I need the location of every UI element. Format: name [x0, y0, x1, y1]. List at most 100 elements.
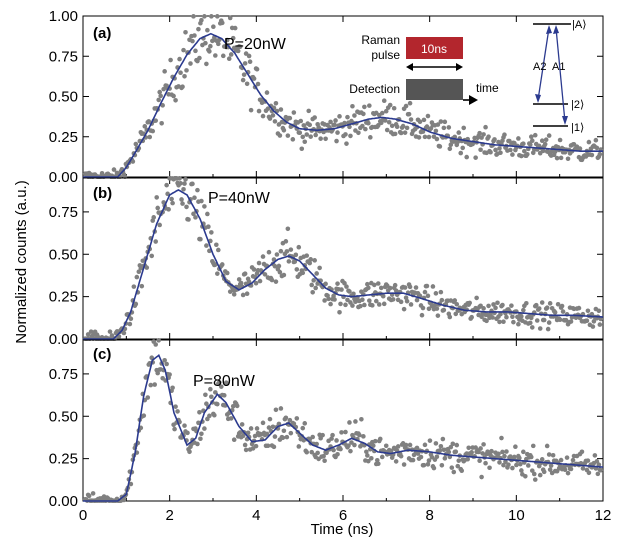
transition-A2-label: A2: [533, 61, 546, 73]
data-point: [164, 361, 169, 367]
data-point: [171, 93, 176, 99]
data-point: [518, 461, 523, 467]
data-point: [139, 283, 145, 289]
data-point: [598, 467, 604, 473]
data-point: [342, 280, 347, 286]
data-point: [198, 236, 203, 242]
data-point: [155, 370, 160, 376]
data-point: [487, 465, 492, 471]
y-tick-label: 0.25: [49, 451, 78, 468]
data-point: [435, 122, 441, 127]
data-point: [332, 122, 337, 128]
data-point: [273, 100, 279, 106]
data-point: [215, 14, 220, 19]
data-point: [134, 274, 140, 280]
data-point: [414, 297, 420, 303]
data-point: [508, 147, 513, 153]
data-point: [270, 113, 276, 118]
data-point: [339, 287, 344, 292]
data-point: [296, 444, 302, 449]
data-point: [196, 420, 201, 426]
raman-label-line1: Raman: [361, 33, 400, 47]
data-point: [285, 133, 291, 138]
data-point: [196, 26, 201, 32]
data-point: [426, 458, 432, 463]
data-point: [205, 27, 210, 33]
data-point: [447, 314, 453, 320]
data-point: [254, 66, 260, 72]
data-point: [153, 118, 159, 123]
data-point: [434, 454, 440, 460]
data-point: [532, 132, 538, 138]
data-point: [417, 119, 423, 125]
data-point: [195, 441, 200, 447]
data-point: [245, 430, 251, 436]
data-point: [434, 306, 440, 311]
data-point: [241, 72, 247, 77]
data-point: [455, 139, 461, 145]
data-point: [224, 270, 230, 276]
data-point: [204, 243, 209, 248]
data-point: [277, 133, 283, 138]
data-point: [191, 211, 196, 217]
data-point: [589, 311, 595, 317]
data-point: [281, 127, 287, 133]
data-point: [453, 311, 459, 317]
data-point: [375, 461, 381, 467]
data-point: [206, 224, 211, 229]
data-point: [509, 303, 514, 308]
data-point: [512, 140, 517, 146]
data-point: [525, 151, 530, 157]
data-point: [337, 309, 342, 315]
data-point: [141, 413, 147, 418]
data-point: [271, 444, 277, 450]
data-point: [528, 134, 534, 140]
data-point: [467, 300, 472, 306]
data-point: [529, 468, 535, 473]
data-point: [304, 449, 310, 455]
data-point: [555, 301, 561, 307]
data-point: [547, 467, 553, 472]
data-point: [240, 77, 246, 83]
data-point: [379, 110, 385, 116]
data-point: [376, 302, 382, 307]
data-point: [152, 382, 158, 387]
data-point: [252, 433, 258, 439]
data-point: [202, 204, 207, 209]
data-point: [278, 107, 284, 112]
data-point: [550, 452, 556, 458]
data-point: [307, 260, 313, 266]
data-point: [448, 142, 454, 147]
data-point: [231, 292, 237, 297]
data-point: [153, 342, 159, 347]
x-tick-label: 4: [252, 507, 260, 524]
data-point: [451, 469, 457, 475]
data-point: [193, 215, 198, 220]
transition-A1-head-bottom: [562, 116, 568, 125]
data-point: [329, 436, 334, 441]
data-point: [313, 285, 318, 291]
data-point: [133, 141, 139, 147]
data-point: [548, 463, 554, 468]
data-point: [321, 453, 326, 459]
pulse-schematic: Raman pulse 10ns Detection time: [349, 33, 499, 105]
data-point: [180, 201, 185, 206]
raman-label-line2: pulse: [371, 48, 400, 62]
data-point: [350, 303, 355, 308]
data-point: [301, 123, 307, 128]
data-point: [230, 403, 236, 409]
data-point: [422, 442, 428, 448]
data-point: [486, 303, 491, 309]
data-point: [537, 326, 543, 331]
data-point: [223, 380, 229, 385]
panel-2: 0.00 0.25 0.50 0.75 (b) P=40nW: [49, 176, 604, 348]
data-point: [288, 430, 294, 436]
data-point: [521, 449, 526, 455]
data-point: [426, 134, 432, 140]
data-point: [331, 447, 336, 453]
duration-arrow-right-head: [456, 63, 463, 71]
data-point: [224, 37, 230, 43]
data-point: [205, 211, 210, 217]
data-point: [529, 138, 535, 144]
data-point: [446, 449, 452, 455]
